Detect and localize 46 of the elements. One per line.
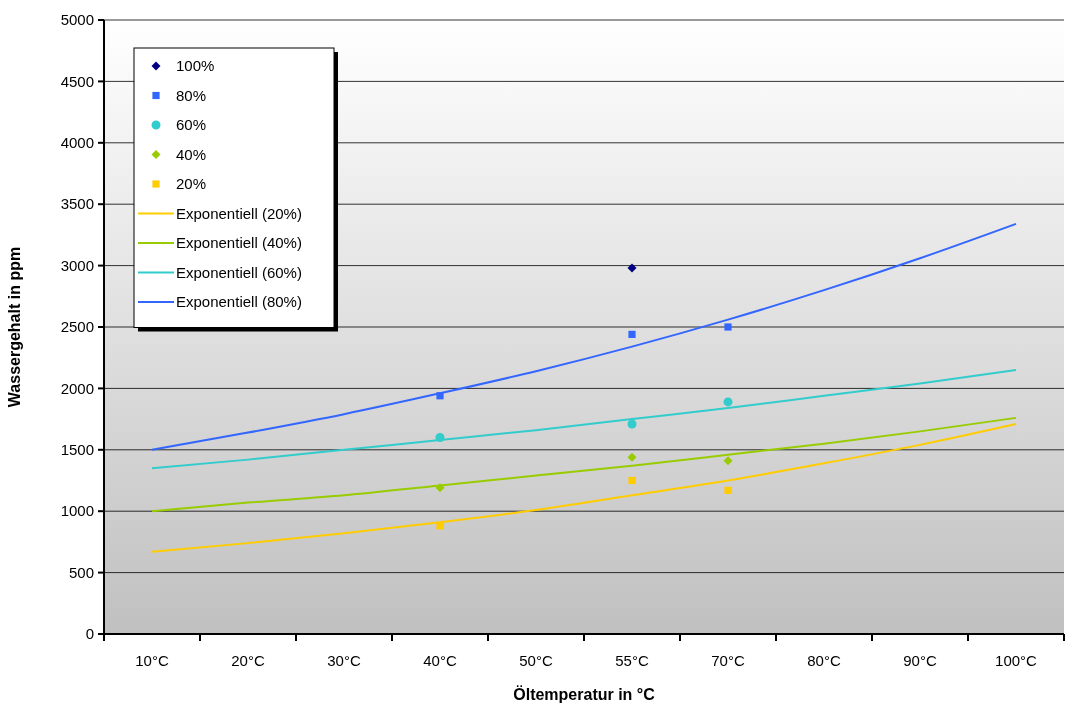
x-tick-label: 20°C — [231, 652, 265, 669]
y-tick-label: 4500 — [60, 72, 94, 90]
y-tick-label: 5000 — [60, 11, 94, 29]
y-tick-label: 500 — [68, 563, 94, 581]
point — [627, 452, 637, 462]
y-tick-label: 2000 — [60, 379, 94, 397]
legend-label: 40% — [176, 145, 207, 163]
x-tick-label: 70°C — [711, 652, 745, 669]
y-tick-label: 1500 — [60, 441, 94, 459]
legend-label: 60% — [176, 116, 207, 134]
legend-label: 100% — [176, 57, 215, 75]
x-tick-label: 30°C — [327, 652, 361, 669]
point — [723, 397, 733, 407]
y-tick-label: 3000 — [60, 256, 94, 274]
legend-label: Exponentiell (80%) — [176, 293, 302, 311]
x-tick-label: 40°C — [423, 652, 457, 669]
point — [628, 476, 636, 485]
point — [627, 263, 637, 273]
y-axis-title: Wassergehalt in ppm — [6, 246, 23, 408]
legend-label: 20% — [176, 175, 207, 193]
y-tick-label: 2500 — [60, 318, 94, 336]
line-series — [151, 368, 1017, 470]
x-tick-label: 10°C — [135, 652, 169, 669]
point — [724, 486, 732, 494]
y-tick-label: 1000 — [60, 502, 94, 520]
x-tick-label: 100°C — [995, 652, 1038, 669]
line-series — [151, 416, 1017, 513]
y-tick-label: 3500 — [60, 195, 94, 213]
point — [723, 456, 733, 466]
point — [436, 522, 444, 530]
point — [628, 330, 636, 338]
legend-label: Exponentiell (20%) — [176, 204, 302, 222]
point — [724, 323, 732, 331]
legend-label: 80% — [176, 86, 207, 104]
line-series — [151, 222, 1017, 451]
y-tick-label: 0 — [85, 625, 94, 643]
x-axis-title: Öltemperatur in °C — [513, 685, 656, 703]
y-tick-label: 4000 — [60, 134, 94, 152]
x-tick-label: 80°C — [807, 652, 841, 669]
legend-label: Exponentiell (60%) — [176, 263, 302, 281]
point — [627, 419, 637, 429]
x-tick-label: 50°C — [519, 652, 553, 669]
x-tick-label: 90°C — [903, 652, 937, 669]
legend-label: Exponentiell (40%) — [176, 234, 302, 252]
x-tick-label: 55°C — [615, 652, 649, 669]
line-series — [151, 423, 1017, 553]
